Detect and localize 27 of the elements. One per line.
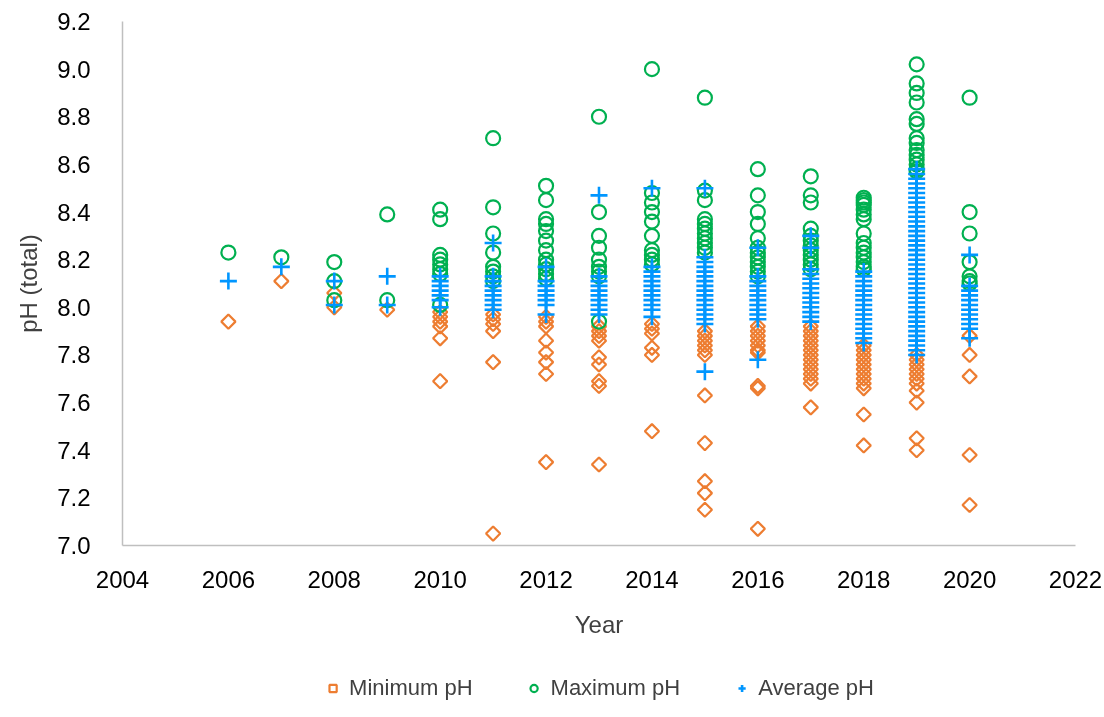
y-tick-label: 7.4 bbox=[57, 436, 91, 464]
y-tick-label: 8.6 bbox=[57, 150, 91, 178]
x-tick-label: 2014 bbox=[625, 565, 679, 593]
x-tick-label: 2010 bbox=[413, 565, 467, 593]
x-tick-label: 2008 bbox=[307, 565, 361, 593]
x-tick-label: 2018 bbox=[837, 565, 891, 593]
y-axis-title: pH (total) bbox=[15, 234, 43, 333]
legend-label: Average pH bbox=[758, 675, 874, 701]
y-tick-label: 8.2 bbox=[57, 246, 91, 274]
y-tick-label: 8.0 bbox=[57, 293, 91, 321]
x-tick-label: 2016 bbox=[731, 565, 785, 593]
x-tick-label: 2012 bbox=[519, 565, 573, 593]
legend-label: Maximum pH bbox=[550, 675, 681, 701]
y-tick-label: 9.0 bbox=[57, 55, 91, 83]
x-tick-label: 2020 bbox=[942, 565, 997, 593]
x-tick-label: 2022 bbox=[1048, 565, 1103, 593]
x-tick-label: 2006 bbox=[201, 565, 256, 593]
x-axis-title: Year bbox=[574, 610, 624, 638]
y-tick-label: 8.4 bbox=[57, 198, 91, 226]
y-tick-label: 9.2 bbox=[57, 8, 91, 35]
y-tick-label: 7.8 bbox=[57, 341, 91, 369]
legend-label: Minimum pH bbox=[349, 675, 473, 701]
y-tick-label: 7.2 bbox=[57, 484, 91, 512]
y-tick-label: 8.8 bbox=[57, 103, 91, 131]
y-tick-label: 7.6 bbox=[57, 389, 91, 417]
y-tick-label: 7.0 bbox=[57, 532, 91, 559]
x-tick-label: 2004 bbox=[95, 565, 150, 593]
